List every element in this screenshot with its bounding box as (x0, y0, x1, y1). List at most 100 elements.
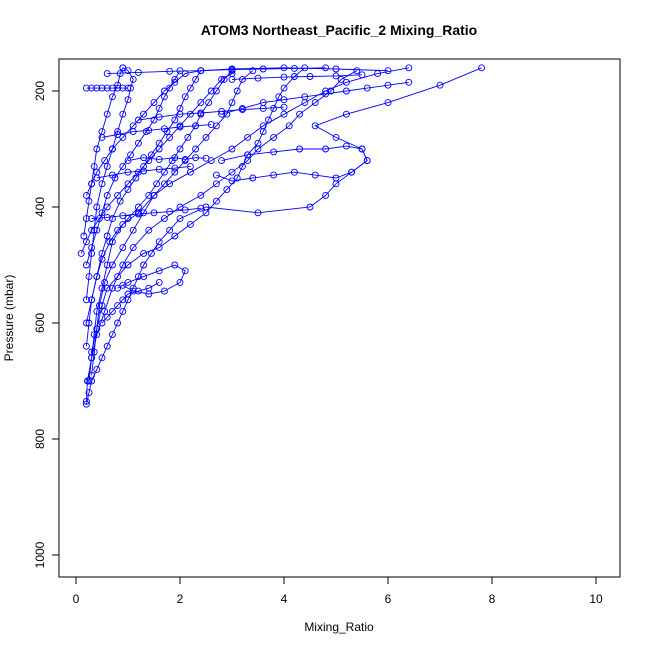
data-point (119, 212, 127, 220)
data-point (155, 155, 163, 163)
profile-line (80, 73, 233, 254)
data-point (238, 106, 246, 114)
data-point (103, 162, 111, 170)
data-point (181, 267, 189, 275)
data-point (114, 131, 122, 138)
profile-line (117, 264, 186, 295)
data-point (108, 284, 116, 292)
data-point (119, 307, 127, 315)
data-point (82, 238, 90, 246)
data-point (88, 180, 96, 188)
data-point (114, 84, 122, 92)
data-point (322, 145, 330, 153)
x-tick-label: 2 (177, 592, 184, 606)
data-point (197, 99, 205, 107)
data-point (259, 104, 267, 112)
data-point (332, 65, 340, 73)
data-point (238, 162, 246, 170)
data-point (332, 72, 340, 80)
data-point (155, 278, 163, 286)
profile-line (231, 74, 363, 80)
data-point (85, 389, 93, 397)
data-point (244, 151, 252, 159)
data-point (171, 154, 179, 162)
data-point (353, 67, 361, 75)
x-tick-label: 6 (385, 592, 392, 606)
data-point (280, 64, 288, 72)
data-point (155, 145, 163, 153)
data-point (218, 157, 226, 165)
data-point (342, 142, 350, 150)
data-point (275, 93, 283, 101)
data-point (212, 171, 220, 179)
data-point (160, 287, 168, 295)
data-point (103, 342, 111, 350)
data-point (140, 162, 148, 170)
data-point (270, 171, 278, 179)
chart-title: ATOM3 Northeast_Pacific_2 Mixing_Ratio (201, 22, 477, 38)
data-point (259, 128, 267, 136)
data-point (98, 249, 106, 257)
data-point (384, 99, 392, 107)
data-point (176, 203, 184, 211)
data-point (342, 78, 350, 86)
data-point (202, 133, 210, 141)
profile-line (85, 70, 202, 347)
data-point (197, 191, 205, 199)
data-point (93, 273, 101, 281)
data-point (155, 165, 163, 173)
data-point (134, 203, 142, 211)
profile-line (107, 67, 326, 75)
data-point (119, 133, 127, 141)
data-point (108, 145, 116, 153)
data-point (93, 203, 101, 211)
data-point (228, 145, 236, 153)
data-point (93, 325, 101, 333)
data-point (88, 84, 96, 92)
data-point (285, 122, 293, 130)
data-point (212, 122, 220, 130)
data-point (254, 209, 262, 217)
data-point (212, 180, 220, 188)
data-point (119, 64, 127, 72)
data-point (155, 113, 163, 121)
data-point (228, 177, 236, 185)
data-point (176, 110, 184, 118)
data-point (82, 84, 90, 92)
data-point (114, 191, 122, 199)
data-point (103, 191, 111, 199)
data-point (160, 180, 168, 188)
data-point (296, 110, 304, 118)
data-point (134, 116, 142, 124)
data-point (192, 75, 200, 83)
data-point (249, 174, 257, 182)
data-point (80, 232, 88, 240)
data-point (160, 87, 168, 95)
x-tick-label: 4 (281, 592, 288, 606)
data-point (290, 168, 298, 176)
data-point (202, 154, 210, 162)
data-point (140, 273, 148, 281)
data-point (124, 96, 132, 104)
profile-line (96, 165, 191, 179)
data-point (342, 87, 350, 95)
data-point (192, 122, 200, 130)
data-point (98, 319, 106, 327)
data-point (322, 90, 330, 98)
data-point (166, 208, 174, 216)
data-point (358, 145, 366, 153)
y-axis-label: Pressure (mbar) (2, 275, 16, 362)
data-point (322, 64, 330, 72)
y-axis: 200 400 600 800 1000 (33, 81, 60, 568)
data-point (166, 226, 174, 234)
data-point (140, 261, 148, 269)
data-point (134, 168, 142, 176)
data-point (150, 116, 158, 124)
data-point (88, 215, 96, 223)
profile-line (138, 106, 285, 121)
data-point (129, 287, 137, 295)
data-point (77, 249, 85, 257)
y-tick-label: 400 (33, 197, 47, 217)
data-point (140, 209, 148, 217)
x-tick-label: 8 (489, 592, 496, 606)
